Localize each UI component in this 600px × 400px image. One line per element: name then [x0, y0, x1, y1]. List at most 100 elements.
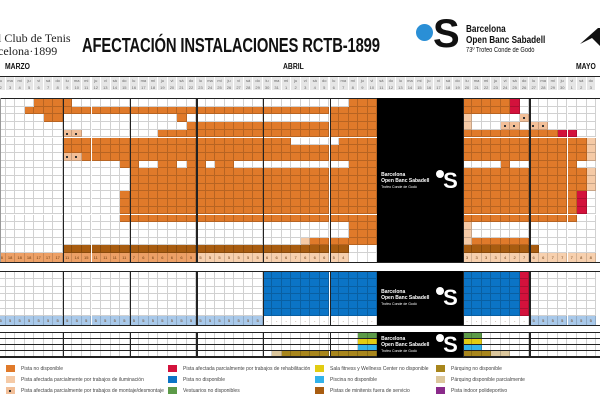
court-cell-o — [367, 152, 378, 161]
availability-count: - — [367, 315, 378, 325]
court-cell-w — [586, 214, 597, 223]
court-cell-o — [339, 106, 349, 115]
court-cell-o — [348, 152, 359, 161]
court-cell-w — [272, 222, 282, 230]
court-cell-w — [224, 301, 235, 309]
court-cell-o — [329, 168, 340, 176]
court-cell-w — [24, 191, 35, 200]
court-cell-o — [348, 160, 359, 169]
court-cell-w — [243, 279, 254, 287]
court-cell-o — [262, 176, 273, 184]
court-cell-w — [319, 222, 330, 230]
court-cell-l — [462, 229, 473, 238]
court-cell-o — [319, 199, 330, 207]
court-cell-w — [53, 279, 63, 287]
court-cell-w — [548, 237, 558, 246]
court-cell-w — [148, 122, 159, 130]
court-cell-o — [557, 176, 568, 184]
week-separator — [329, 333, 331, 357]
court-cell-w — [62, 214, 73, 223]
court-cell-o — [462, 168, 473, 176]
court-cell-o — [529, 214, 539, 223]
court-cell-w — [43, 286, 54, 294]
court-cell-o — [120, 214, 130, 223]
court-cell-w — [577, 222, 587, 230]
court-cell-o — [253, 176, 263, 184]
court-cell-o — [519, 152, 530, 161]
court-cell-w — [167, 122, 178, 130]
availability-count: 5 — [120, 315, 130, 325]
court-cell-o — [348, 176, 359, 184]
court-cell-o — [205, 122, 216, 130]
court-cell-w — [101, 237, 111, 246]
court-cell-o — [91, 145, 102, 153]
court-cell-w — [529, 99, 539, 107]
court-cell-w — [0, 245, 6, 253]
court-cell-w — [196, 308, 206, 316]
court-cell-o — [472, 168, 482, 176]
court-cell-l — [586, 137, 597, 146]
court-cell-w — [15, 286, 25, 294]
court-cell-w — [577, 272, 587, 280]
court-cell-o — [510, 152, 520, 161]
court-cell-w — [15, 137, 25, 146]
court-cell-b — [339, 308, 349, 316]
court-cell-w — [491, 222, 501, 230]
court-cell-w — [101, 206, 111, 215]
court-cell-w — [538, 229, 549, 238]
court-cell-w — [291, 237, 301, 246]
availability-count: 6 — [310, 253, 320, 262]
court-cell-o — [519, 206, 530, 215]
availability-count: 17 — [34, 253, 44, 262]
availability-count: 5 — [101, 315, 111, 325]
weekday-header: ju — [91, 77, 102, 84]
court-cell-w — [62, 176, 73, 184]
court-cell-w — [34, 183, 44, 192]
court-cell-w — [538, 237, 549, 246]
weekday-header: lu — [462, 77, 473, 84]
court-cell-w — [329, 160, 340, 169]
court-cell-b — [291, 279, 301, 287]
court-cell-w — [253, 308, 263, 316]
date-header: 19 — [158, 83, 168, 90]
court-cell-o — [529, 137, 539, 146]
date-header: 27 — [529, 83, 539, 90]
court-cell-o — [167, 145, 178, 153]
court-cell-o — [167, 199, 178, 207]
court-cell-w — [101, 199, 111, 207]
court-cell-d — [205, 245, 216, 253]
availability-count: 5 — [529, 315, 539, 325]
court-cell-o — [529, 145, 539, 153]
court-cell-o — [186, 206, 197, 215]
court-cell-b — [500, 308, 511, 316]
court-cell-o — [234, 145, 244, 153]
court-cell-o — [243, 145, 254, 153]
court-cell-d — [253, 245, 263, 253]
court-cell-o — [177, 106, 187, 115]
court-cell-o — [253, 145, 263, 153]
brand-line1: Barcelona — [466, 24, 506, 35]
court-cell-w — [0, 183, 6, 192]
court-cell-o — [557, 137, 568, 146]
court-cell-w — [129, 272, 140, 280]
court-cell-o — [196, 145, 206, 153]
weekday-header: do — [120, 77, 130, 84]
court-cell-o — [91, 152, 102, 161]
court-cell-w — [24, 137, 35, 146]
court-cell-w — [586, 229, 597, 238]
court-cell-o — [224, 199, 235, 207]
court-cell-w — [577, 129, 587, 138]
court-cell-o — [53, 114, 63, 123]
court-cell-o — [300, 214, 311, 223]
court-cell-w — [186, 237, 197, 246]
availability-count: 5 — [186, 253, 197, 262]
court-cell-o — [158, 191, 168, 200]
court-cell-w — [43, 122, 54, 130]
court-cell-w — [53, 176, 63, 184]
court-cell-o — [538, 206, 549, 215]
court-cell-o — [529, 206, 539, 215]
court-cell-o — [120, 206, 130, 215]
legend-item: Párquing disponible parcialmente — [436, 376, 525, 383]
sabadell-s-logo: S — [443, 332, 458, 357]
court-cell-o — [81, 106, 92, 115]
